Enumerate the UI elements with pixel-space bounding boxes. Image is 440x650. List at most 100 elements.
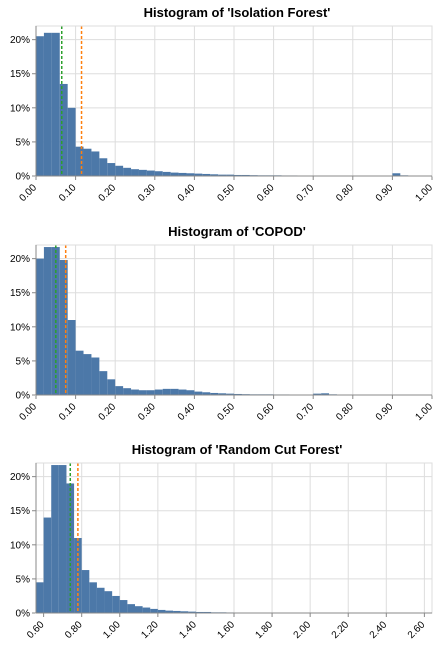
histogram-bar [91,358,99,396]
histogram-bar [131,390,139,395]
histogram-bar [84,149,92,176]
histogram-isolation-forest: Histogram of 'Isolation Forest' 0% 5% 10% 1… [0,0,440,215]
y-tick-label: 5% [16,137,31,148]
histogram-bar [60,84,68,176]
x-tick-label: 0.80 [63,619,85,641]
y-tick-label: 10% [10,103,30,114]
histogram-bar [52,33,60,176]
histogram-bar [76,147,84,176]
histogram-bar [139,170,147,176]
x-tick-label: 1.80 [254,619,276,641]
x-tick-label: 0.30 [136,182,158,204]
histogram-bar [44,247,52,395]
x-tick-label: 1.60 [215,619,237,641]
chart-title: Histogram of 'Isolation Forest' [144,5,331,20]
histogram-bar [44,518,52,613]
x-tick-label: 2.60 [406,619,428,641]
histogram-bar [115,166,123,176]
histogram-bar [36,36,44,176]
y-tick-label: 10% [10,322,30,333]
histogram-bar [91,151,99,176]
histogram-bar [186,390,194,395]
x-tick-label: 2.20 [330,619,352,641]
y-tick-label: 0% [16,609,31,620]
histogram-bar [84,354,92,395]
histogram-bar [68,320,76,395]
y-tick-label: 15% [10,288,30,299]
histogram-bar [36,582,44,613]
x-tick-label: 0.60 [25,619,47,641]
x-tick-label: 1.20 [139,619,161,641]
histogram-bar [36,259,44,395]
x-tick-label: 0.80 [334,401,356,423]
histogram-bar [147,171,155,176]
x-tick-label: 0.50 [215,182,237,204]
y-tick-label: 15% [10,69,30,80]
x-tick-label: 0.10 [57,401,79,423]
y-tick-label: 10% [10,540,30,551]
x-tick-label: 0.50 [215,401,237,423]
histogram-bar [147,390,155,395]
chart-title: Histogram of 'Random Cut Forest' [132,442,343,457]
x-tick-label: 0.70 [295,401,317,423]
histogram-bar [82,570,90,613]
y-tick-label: 5% [16,356,31,367]
histogram-bar [155,390,163,395]
histogram-bar [179,390,187,395]
y-tick-label: 20% [10,35,30,46]
histogram-bar [99,371,107,395]
x-tick-label: 0.30 [136,401,158,423]
histogram-bar [44,33,52,176]
histogram-bar [51,465,59,613]
histogram-bar [97,588,105,613]
x-tick-label: 0.90 [374,182,396,204]
histogram-bar [76,351,84,395]
histogram-random-cut-forest: Histogram of 'Random Cut Forest' 0% 5% 10%… [0,437,440,650]
histogram-bar [115,386,123,395]
histogram-bar [171,389,179,395]
histogram-bar [123,388,131,395]
x-tick-label: 0.60 [255,401,277,423]
histogram-bar [150,609,158,613]
histogram-bar [163,389,171,395]
histogram-bar [60,260,68,395]
x-tick-label: 0.40 [176,401,198,423]
histogram-bar [120,600,128,613]
histogram-bar [131,169,139,176]
histogram-bar [89,582,97,613]
x-tick-label: 1.40 [177,619,199,641]
x-tick-label: 1.00 [413,401,435,423]
x-tick-label: 0.40 [176,182,198,204]
x-tick-label: 0.20 [97,401,119,423]
x-tick-label: 1.00 [101,619,123,641]
histogram-bar [107,163,115,176]
x-tick-label: 0.80 [334,182,356,204]
histogram-bar [155,171,163,176]
y-tick-label: 0% [16,391,31,402]
x-tick-label: 0.00 [17,182,39,204]
histogram-bar [171,173,179,176]
x-tick-label: 0.70 [295,182,317,204]
y-tick-label: 5% [16,574,31,585]
y-tick-label: 0% [16,172,31,183]
histogram-bar [163,172,171,176]
histogram-bar [143,608,151,613]
chart-title: Histogram of 'COPOD' [168,224,306,239]
histogram-bar [135,606,143,613]
histogram-bar [127,604,135,613]
histogram-bar [112,596,120,613]
histogram-bar [139,390,147,395]
x-tick-label: 2.40 [368,619,390,641]
histogram-bar [123,168,131,176]
histogram-bar [68,108,76,176]
histogram-bar [59,465,67,613]
histogram-bar [99,158,107,176]
x-tick-label: 0.10 [57,182,79,204]
x-tick-label: 0.60 [255,182,277,204]
histogram-bar [107,379,115,395]
x-tick-label: 1.00 [413,182,435,204]
